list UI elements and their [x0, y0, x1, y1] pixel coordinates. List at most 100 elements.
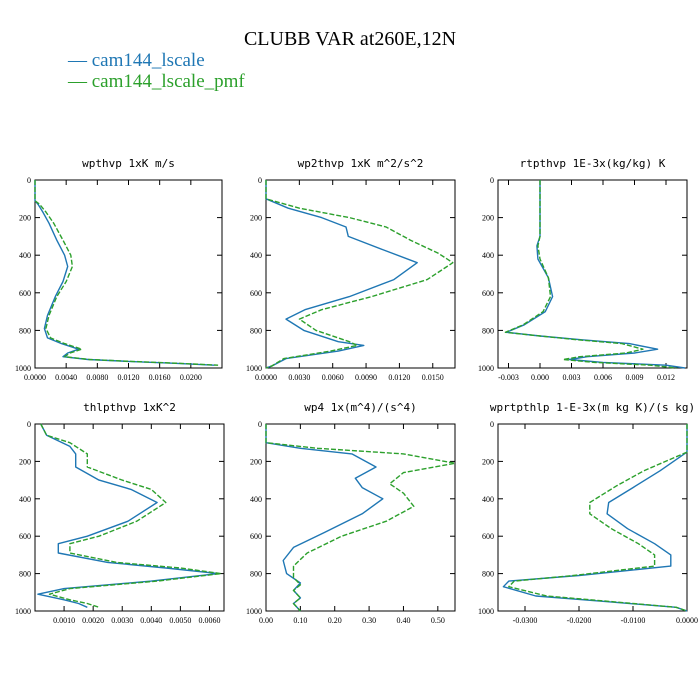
chart-title: wp4 1x(m^4)/(s^4): [304, 401, 417, 414]
legend-label: cam144_lscale: [91, 50, 205, 71]
x-tick-label: 0.10: [293, 616, 307, 625]
y-tick-label: 200: [482, 214, 494, 223]
series-line-lscale-pmf: [504, 180, 677, 369]
x-tick-label: 0.0040: [55, 373, 77, 382]
y-tick-label: 0: [27, 176, 31, 185]
y-tick-label: 400: [250, 251, 262, 260]
y-tick-label: 800: [19, 326, 31, 335]
series-line-lscale: [505, 180, 686, 369]
legend-item-lscale-pmf: — cam144_lscale_pmf: [68, 71, 245, 93]
x-tick-label: -0.003: [498, 373, 519, 382]
chart-title: wpthvp 1xK m/s: [82, 157, 175, 170]
plot-frame: [265, 423, 456, 612]
y-tick-label: 600: [19, 532, 31, 541]
y-tick-label: 600: [482, 532, 494, 541]
series-line-lscale: [34, 180, 215, 366]
chart-panel-6: wprtpthlp 1-E-3x(m kg K)/(s kg) 0 200 400 60…: [478, 401, 698, 625]
y-tick-label: 200: [19, 457, 31, 466]
x-tick-label: 0.0120: [388, 373, 410, 382]
series-line-lscale: [37, 423, 219, 608]
x-tick-label: 0.50: [431, 616, 445, 625]
series-line-lscale-pmf: [265, 180, 454, 369]
series-line-lscale-pmf: [34, 180, 219, 366]
x-tick-label: 0.0160: [149, 373, 171, 382]
y-tick-label: 800: [250, 570, 262, 579]
plot-frame: [497, 423, 688, 612]
x-tick-label: 0.00: [259, 616, 273, 625]
y-tick-label: 400: [482, 251, 494, 260]
x-tick-label: 0.0090: [355, 373, 377, 382]
legend-item-lscale: — cam144_lscale: [68, 50, 205, 72]
legend-swatch: —: [68, 50, 87, 71]
series-line-lscale: [502, 424, 688, 612]
x-tick-label: 0.0020: [82, 616, 104, 625]
chart-title: thlpthvp 1xK^2: [83, 401, 176, 414]
plot-frame: [34, 179, 223, 369]
chart-panel-3: rtpthvp 1E-3x(kg/kg) K 0 200 400 600 800 1000-…: [478, 157, 688, 382]
x-tick-label: 0.003: [563, 373, 581, 382]
series-line-lscale-pmf: [40, 423, 222, 608]
x-tick-label: 0.012: [657, 373, 675, 382]
chart-title: wprtpthlp 1-E-3x(m kg K)/(s kg): [490, 401, 695, 414]
y-tick-label: 800: [250, 326, 262, 335]
series-line-lscale: [265, 180, 418, 369]
y-tick-label: 400: [250, 495, 262, 504]
x-tick-label: 0.0060: [198, 616, 220, 625]
x-tick-label: 0.009: [626, 373, 644, 382]
y-tick-label: 200: [250, 214, 262, 223]
y-tick-label: 600: [482, 289, 494, 298]
x-tick-label: -0.0200: [567, 616, 592, 625]
x-tick-label: 0.0010: [53, 616, 75, 625]
chart-panel-2: wp2thvp 1xK m^2/s^2020040060080010000.00…: [246, 157, 456, 382]
x-tick-label: 0.0080: [86, 373, 108, 382]
y-tick-label: 400: [482, 495, 494, 504]
y-tick-label: 600: [250, 532, 262, 541]
y-tick-label: 600: [19, 289, 31, 298]
y-tick-label: 1000: [246, 607, 262, 616]
y-tick-label: 1000: [246, 364, 262, 373]
x-tick-label: 0.40: [396, 616, 410, 625]
y-tick-label: 400: [19, 251, 31, 260]
series-line-lscale-pmf: [265, 424, 456, 612]
y-tick-label: 600: [250, 289, 262, 298]
y-tick-label: 200: [19, 214, 31, 223]
y-tick-label: 200: [250, 457, 262, 466]
series-line-lscale-pmf: [508, 424, 688, 612]
y-tick-label: 0: [490, 420, 494, 429]
x-tick-label: 0.0120: [118, 373, 140, 382]
y-tick-label: 800: [19, 570, 31, 579]
x-tick-label: 0.0200: [180, 373, 202, 382]
plot-frame: [34, 423, 225, 612]
x-tick-label: 0.0000: [676, 616, 698, 625]
legend-label: cam144_lscale_pmf: [91, 71, 245, 92]
x-tick-label: 0.000: [531, 373, 549, 382]
x-tick-label: 0.0030: [111, 616, 133, 625]
x-tick-label: 0.0000: [255, 373, 277, 382]
x-tick-label: 0.30: [362, 616, 376, 625]
page-title: CLUBB VAR at260E,12N: [243, 28, 457, 50]
chart-title: wp2thvp 1xK m^2/s^2: [298, 157, 424, 170]
x-tick-label: 0.0060: [322, 373, 344, 382]
y-tick-label: 0: [258, 420, 262, 429]
y-tick-label: 0: [258, 176, 262, 185]
y-tick-label: 1000: [15, 607, 31, 616]
series-line-lscale: [265, 424, 384, 612]
plot-frame: [265, 179, 456, 369]
x-tick-label: 0.0050: [169, 616, 191, 625]
y-tick-label: 1000: [478, 364, 494, 373]
chart-panel-4: thlpthvp 1xK^2 0 200 400 600 800 1000 0.0010 0.0…: [15, 401, 225, 625]
y-tick-label: 200: [482, 457, 494, 466]
plot-frame: [497, 179, 688, 369]
y-tick-label: 1000: [15, 364, 31, 373]
x-tick-label: 0.0030: [288, 373, 310, 382]
x-tick-label: 0.0040: [140, 616, 162, 625]
x-tick-label: 0.006: [594, 373, 612, 382]
x-tick-label: 0.0150: [422, 373, 444, 382]
x-tick-label: 0.0000: [24, 373, 46, 382]
y-tick-label: 0: [490, 176, 494, 185]
y-tick-label: 800: [482, 570, 494, 579]
x-tick-label: -0.0300: [513, 616, 538, 625]
